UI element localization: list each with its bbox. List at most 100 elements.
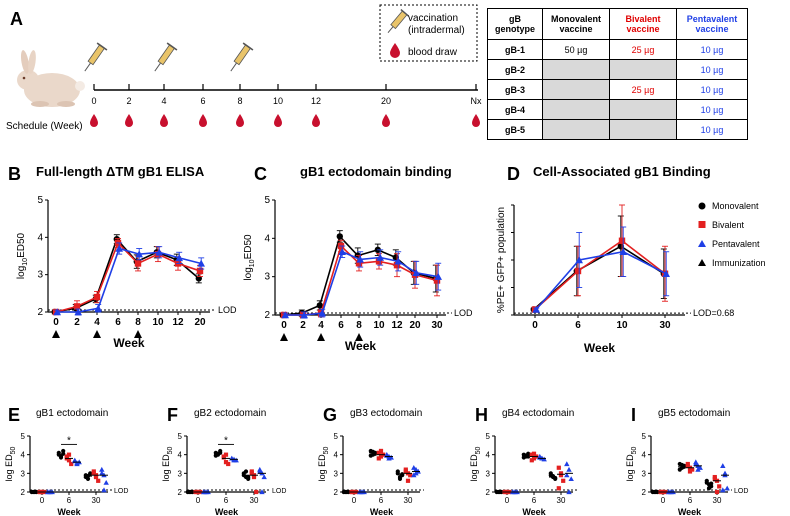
x-axis-label: Week bbox=[57, 507, 81, 516]
timeline-week-label: 10 bbox=[273, 96, 283, 106]
x-axis-label: Week bbox=[345, 339, 376, 353]
significance-label: * bbox=[224, 435, 228, 446]
data-point bbox=[720, 463, 726, 468]
y-tick-label: 3 bbox=[486, 469, 491, 478]
blood-drop-icon bbox=[274, 114, 282, 127]
data-point bbox=[99, 466, 105, 472]
table-cell-genotype: gB-5 bbox=[487, 119, 543, 140]
data-point bbox=[575, 256, 583, 264]
data-point bbox=[73, 303, 81, 310]
table-row: gB-3 25 µg 10 µg bbox=[487, 79, 748, 100]
data-point bbox=[135, 250, 143, 258]
immunization-marker bbox=[134, 330, 142, 338]
data-point bbox=[246, 474, 251, 480]
data-point bbox=[531, 456, 537, 461]
x-tick-label: 30 bbox=[404, 496, 413, 505]
series-monovalent bbox=[51, 234, 202, 316]
y-tick-label: 4 bbox=[178, 451, 183, 460]
x-tick-label: 6 bbox=[67, 496, 72, 505]
immunization-marker bbox=[280, 333, 288, 341]
x-axis-label: Week bbox=[215, 507, 239, 516]
x-tick-label: 6 bbox=[338, 320, 344, 331]
timeline-week-label: Nx bbox=[471, 96, 482, 106]
data-point bbox=[318, 309, 326, 317]
x-axis-label: Week bbox=[370, 507, 394, 516]
y-tick-label: 5 bbox=[642, 432, 647, 441]
immunization-marker bbox=[317, 333, 325, 341]
table-cell-empty bbox=[542, 79, 610, 100]
timeline-week-label: 2 bbox=[126, 96, 131, 106]
data-point bbox=[93, 293, 101, 301]
data-point bbox=[687, 469, 693, 474]
x-tick-label: 6 bbox=[688, 496, 693, 505]
panel-letter: H bbox=[475, 405, 488, 425]
x-tick-label: 10 bbox=[373, 320, 385, 331]
series-pentavalent bbox=[281, 245, 442, 319]
x-tick-label: 30 bbox=[431, 320, 443, 331]
series-pentavalent bbox=[53, 242, 205, 316]
y-tick-label: 3 bbox=[178, 469, 183, 478]
data-point bbox=[88, 472, 93, 477]
data-point bbox=[53, 308, 61, 316]
data-point bbox=[413, 470, 419, 476]
y-tick-label: 2 bbox=[21, 488, 26, 497]
x-tick-label: 30 bbox=[659, 320, 671, 331]
data-point bbox=[66, 458, 72, 463]
y-tick-label: 5 bbox=[37, 195, 43, 206]
x-axis-label: Week bbox=[678, 507, 702, 516]
data-point bbox=[405, 478, 411, 483]
data-point bbox=[526, 454, 531, 459]
x-tick-label: 6 bbox=[532, 496, 537, 505]
blood-drop-icon bbox=[125, 114, 133, 127]
y-axis-label: log10ED50 bbox=[16, 232, 29, 279]
data-point bbox=[101, 487, 107, 493]
data-point bbox=[529, 452, 534, 457]
table-cell-genotype: gB-3 bbox=[487, 79, 543, 100]
x-tick-label: 20 bbox=[194, 317, 206, 328]
data-point bbox=[566, 466, 572, 472]
y-tick-label: 5 bbox=[21, 432, 26, 441]
lod-label: LOD bbox=[272, 488, 286, 495]
series-monovalent bbox=[494, 451, 558, 495]
data-point bbox=[338, 247, 346, 255]
x-tick-label: 0 bbox=[53, 317, 59, 328]
data-point bbox=[261, 474, 267, 480]
data-point bbox=[395, 469, 400, 474]
data-point bbox=[96, 478, 101, 483]
data-point bbox=[714, 489, 720, 495]
panel-letter-a: A bbox=[10, 9, 23, 29]
x-tick-label: 10 bbox=[152, 317, 164, 328]
data-point bbox=[300, 311, 308, 319]
data-point bbox=[531, 451, 537, 456]
chart-title: gB1 ectodomain bbox=[36, 408, 108, 419]
y-tick-label: 3 bbox=[334, 469, 339, 478]
significance-label: * bbox=[67, 435, 71, 446]
lod-label: LOD bbox=[454, 308, 473, 318]
data-point bbox=[693, 461, 699, 467]
x-axis-label: Week bbox=[522, 507, 546, 516]
table-cell-empty bbox=[609, 59, 677, 80]
data-point bbox=[94, 304, 102, 312]
data-point bbox=[394, 257, 402, 265]
table-cell-empty bbox=[609, 99, 677, 120]
data-point bbox=[376, 450, 381, 455]
x-tick-label: 4 bbox=[318, 320, 324, 331]
panel-letter: E bbox=[8, 405, 20, 425]
x-axis-label: Week bbox=[113, 336, 144, 350]
data-point bbox=[368, 453, 373, 458]
data-point bbox=[564, 472, 570, 478]
x-tick-label: 0 bbox=[661, 496, 666, 505]
blood-drop-icon bbox=[236, 114, 244, 127]
data-point bbox=[74, 461, 80, 467]
series-monovalent bbox=[185, 448, 251, 495]
chart-d: D Cell-Associated gB1 Binding %PE+ GFP+ po… bbox=[496, 164, 734, 355]
x-tick-label: 2 bbox=[74, 317, 80, 328]
data-point bbox=[91, 471, 96, 476]
table-cell-mono: 50 µg bbox=[542, 39, 610, 60]
timeline-week-label: 8 bbox=[237, 96, 242, 106]
x-tick-label: 20 bbox=[409, 320, 421, 331]
chart-title: Cell-Associated gB1 Binding bbox=[533, 164, 711, 179]
y-tick-label: 4 bbox=[642, 451, 647, 460]
data-point bbox=[257, 468, 263, 474]
